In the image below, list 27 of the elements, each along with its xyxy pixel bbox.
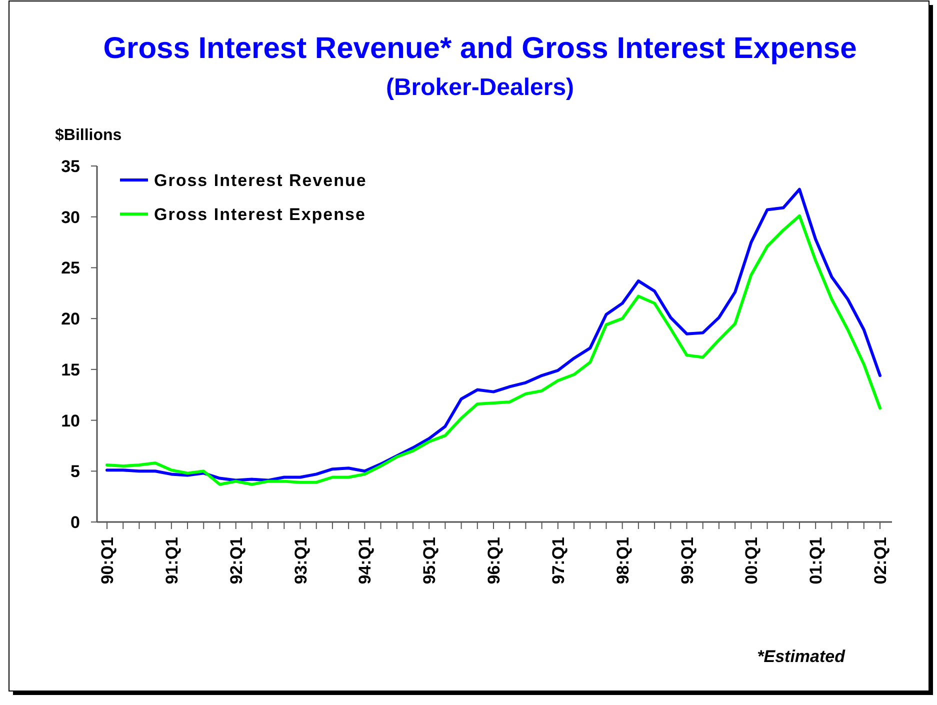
- x-tick-label: 01:Q1: [806, 537, 826, 584]
- x-tick-label: 00:Q1: [742, 537, 762, 584]
- x-tick-label: 95:Q1: [420, 537, 440, 584]
- y-tick-label: 25: [61, 258, 80, 278]
- x-tick-label: 02:Q1: [871, 537, 890, 584]
- chart-subtitle: (Broker-Dealers): [386, 74, 574, 101]
- legend-label: Gross Interest Revenue: [154, 171, 367, 190]
- x-tick-label: 93:Q1: [291, 537, 310, 584]
- x-tick-label: 91:Q1: [162, 537, 182, 584]
- y-tick-label: 10: [61, 411, 80, 430]
- x-tick-label: 98:Q1: [613, 537, 632, 584]
- y-axis-title: $Billions: [55, 127, 122, 144]
- x-tick-label: 97:Q1: [548, 537, 568, 584]
- x-tick-label: 99:Q1: [678, 537, 697, 584]
- text: *Estimated: [757, 647, 846, 666]
- y-tick-label: 30: [61, 208, 80, 227]
- chart-title: Gross Interest Revenue* and Gross Interest Expense: [103, 32, 857, 65]
- legend-label: Gross Interest Expense: [154, 205, 366, 224]
- x-tick-label: 92:Q1: [226, 537, 246, 584]
- x-tick-label: 94:Q1: [356, 537, 375, 584]
- x-tick-label: 96:Q1: [484, 537, 504, 584]
- y-tick-label: 5: [70, 462, 80, 482]
- x-tick-label: 90:Q1: [98, 537, 117, 584]
- y-tick-label: 15: [61, 360, 80, 380]
- y-tick-label: 0: [70, 513, 80, 532]
- y-tick-label: 35: [61, 157, 80, 176]
- y-tick-label: 20: [61, 310, 80, 329]
